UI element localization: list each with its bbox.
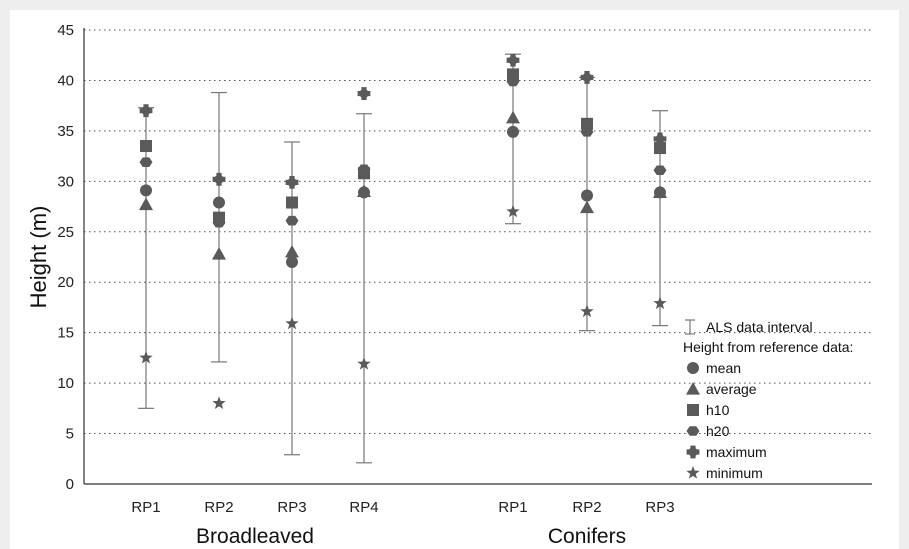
maximum-marker bbox=[139, 104, 153, 118]
category-label: RP3 bbox=[277, 499, 306, 516]
chart-text: 0 5 10 15 20 25 30 35 40 45 Height (m) RP1 RP2 RP3 RP4… bbox=[26, 22, 675, 548]
minimum-marker bbox=[139, 350, 153, 364]
h20-marker bbox=[285, 215, 299, 226]
h10-marker bbox=[286, 196, 298, 209]
y-axis-label: Height (m) bbox=[26, 206, 51, 309]
average-marker bbox=[580, 200, 594, 214]
legend-h20-label: h20 bbox=[706, 423, 730, 439]
plot-broadleaved-rp4 bbox=[356, 87, 372, 464]
h10-marker bbox=[140, 140, 152, 153]
data-marks bbox=[138, 53, 668, 464]
minimum-marker bbox=[285, 316, 299, 330]
legend-minimum-marker bbox=[686, 466, 700, 479]
minimum-marker bbox=[212, 396, 226, 409]
legend-interval-label: ALS data interval bbox=[706, 319, 813, 335]
plot-conifers-rp2 bbox=[579, 71, 595, 332]
category-label: RP2 bbox=[204, 499, 233, 516]
group-label: Conifers bbox=[548, 525, 626, 548]
category-label: RP4 bbox=[349, 499, 378, 516]
h20-marker bbox=[212, 217, 226, 228]
legend-mean-label: mean bbox=[706, 360, 741, 376]
plot-broadleaved-rp3 bbox=[284, 141, 300, 456]
mean-marker bbox=[286, 256, 298, 269]
group-label: Broadleaved bbox=[196, 525, 314, 548]
maximum-marker bbox=[285, 175, 299, 189]
legend-maximum-marker bbox=[686, 445, 700, 459]
plot-background bbox=[10, 10, 899, 549]
maximum-marker-core bbox=[508, 55, 518, 65]
h20-marker bbox=[580, 127, 594, 137]
maximum-marker-core bbox=[655, 134, 665, 144]
y-tick-label: 10 bbox=[57, 375, 74, 392]
y-tick-label: 25 bbox=[57, 224, 74, 241]
legend-minimum-label: minimum bbox=[706, 465, 763, 481]
plot-broadleaved-rp1 bbox=[138, 104, 154, 409]
h20-marker bbox=[506, 76, 520, 87]
category-label: RP3 bbox=[645, 499, 674, 516]
y-tick-label: 5 bbox=[66, 426, 74, 443]
legend-maximum-marker-core bbox=[688, 447, 698, 457]
legend: ALS data interval Height from reference d… bbox=[683, 319, 853, 481]
maximum-marker bbox=[506, 53, 520, 67]
minimum-marker bbox=[357, 356, 371, 370]
axes bbox=[83, 28, 872, 485]
h20-marker bbox=[653, 165, 667, 176]
maximum-marker-core bbox=[141, 106, 151, 116]
y-tick-label: 20 bbox=[57, 274, 74, 291]
average-marker bbox=[212, 246, 226, 260]
grid-lines bbox=[84, 29, 872, 435]
legend-average-marker bbox=[686, 382, 700, 395]
plot-broadleaved-rp2 bbox=[211, 91, 227, 409]
maximum-marker-core bbox=[287, 177, 297, 187]
plot-conifers-rp3 bbox=[652, 110, 668, 327]
average-marker bbox=[139, 197, 153, 211]
legend-h10-label: h10 bbox=[706, 402, 730, 418]
h10-marker bbox=[581, 117, 593, 130]
average-marker bbox=[285, 244, 299, 258]
y-tick-label: 40 bbox=[57, 72, 74, 89]
maximum-marker-core bbox=[214, 174, 224, 184]
minimum-marker bbox=[506, 204, 520, 218]
h20-marker bbox=[139, 157, 153, 167]
legend-maximum-label: maximum bbox=[706, 444, 767, 460]
average-marker bbox=[506, 110, 520, 124]
maximum-marker bbox=[653, 132, 667, 146]
category-label: RP1 bbox=[131, 499, 160, 516]
maximum-marker-core bbox=[582, 72, 592, 83]
y-tick-label: 35 bbox=[57, 123, 74, 140]
category-label: RP2 bbox=[572, 499, 601, 516]
maximum-marker bbox=[580, 71, 594, 84]
legend-average-label: average bbox=[706, 381, 757, 397]
average-marker bbox=[357, 184, 371, 198]
y-tick-label: 45 bbox=[57, 22, 74, 39]
h10-marker bbox=[654, 142, 666, 155]
minimum-marker bbox=[580, 304, 594, 318]
mean-marker bbox=[581, 189, 593, 202]
legend-h20-marker bbox=[686, 426, 700, 436]
plot-conifers-rp1 bbox=[505, 53, 521, 225]
maximum-marker bbox=[212, 172, 226, 186]
legend-mean-marker bbox=[687, 362, 699, 374]
y-tick-label: 0 bbox=[66, 476, 74, 493]
minimum-marker bbox=[653, 296, 667, 310]
maximum-marker bbox=[357, 87, 371, 100]
h20-marker bbox=[357, 164, 371, 175]
maximum-marker-core bbox=[359, 88, 369, 99]
legend-title: Height from reference data: bbox=[683, 339, 853, 355]
legend-h10-marker bbox=[687, 404, 699, 416]
y-tick-label: 30 bbox=[57, 173, 74, 190]
category-label: RP1 bbox=[498, 499, 527, 516]
mean-marker bbox=[140, 184, 152, 197]
mean-marker bbox=[507, 125, 519, 138]
average-marker bbox=[653, 185, 667, 199]
y-tick-label: 15 bbox=[57, 325, 74, 342]
mean-marker bbox=[213, 196, 225, 209]
